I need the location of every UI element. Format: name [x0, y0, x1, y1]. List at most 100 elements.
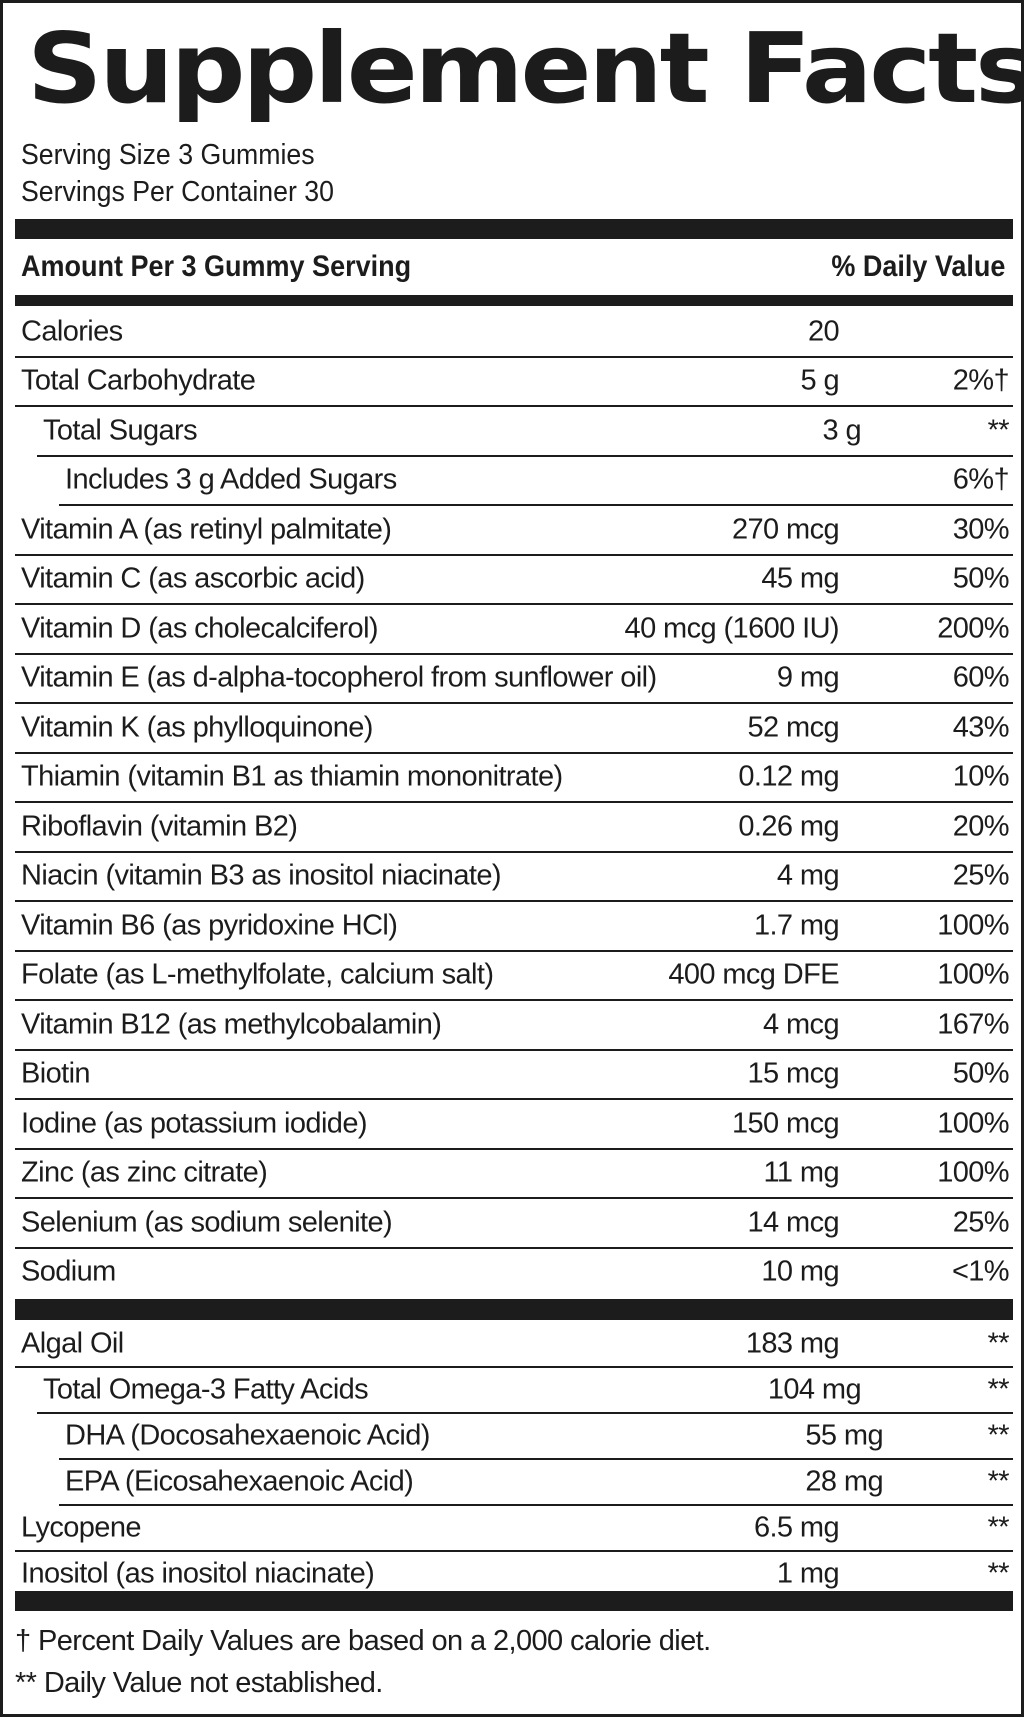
nutrient-name: Total Sugars — [43, 414, 198, 447]
nutrient-name: Vitamin B6 (as pyridoxine HCl) — [21, 909, 398, 942]
nutrient-amount: 6.5 mg — [753, 1511, 840, 1544]
footnote-not-established: ** Daily Value not established. — [15, 1667, 383, 1699]
nutrient-daily-value: 100% — [937, 1107, 1009, 1140]
nutrient-daily-value: 60% — [952, 661, 1010, 694]
nutrient-amount: 400 mcg DFE — [668, 958, 839, 991]
other-ingredients-table: Algal Oil 183 mg ** Total Omega-3 Fatty Aci… — [15, 1322, 1013, 1596]
serving-size: Serving Size 3 Gummies — [21, 139, 315, 171]
nutrient-amount: 10 mg — [761, 1255, 839, 1288]
nutrient-amount: 14 mcg — [747, 1206, 840, 1239]
nutrient-name: Zinc (as zinc citrate) — [21, 1156, 268, 1189]
table-row: Vitamin B12 (as methylcobalamin) 4 mcg 167… — [15, 1001, 1013, 1051]
thick-divider-bottom — [15, 1591, 1013, 1611]
nutrient-daily-value: 100% — [937, 1156, 1009, 1189]
nutrient-name: Folate (as L-methylfolate, calcium salt) — [21, 958, 494, 991]
nutrient-daily-value: 100% — [937, 958, 1009, 991]
nutrient-amount: 40 mcg (1600 IU) — [624, 612, 840, 645]
nutrient-daily-value: 25% — [952, 859, 1010, 892]
nutrient-name: Inositol (as inositol niacinate) — [21, 1557, 375, 1590]
panel-title: Supplement Facts — [27, 12, 1024, 125]
table-row: Niacin (vitamin B3 as inositol niacinate… — [15, 853, 1013, 902]
nutrient-amount: 1 mg — [776, 1557, 840, 1590]
nutrient-name: Vitamin C (as ascorbic acid) — [21, 562, 365, 595]
nutrient-amount: 11 mg — [763, 1156, 840, 1189]
nutrient-name: Thiamin (vitamin B1 as thiamin mononitra… — [21, 760, 563, 793]
nutrient-amount: 0.26 mg — [738, 810, 839, 843]
thick-divider-top — [15, 219, 1013, 239]
nutrient-name: Algal Oil — [21, 1327, 124, 1360]
nutrient-amount: 5 g — [800, 364, 839, 397]
nutrient-name: Vitamin E (as d-alpha-tocopherol from su… — [21, 661, 657, 694]
nutrient-name: Lycopene — [21, 1511, 142, 1544]
nutrient-name: Vitamin K (as phylloquinone) — [21, 711, 373, 744]
nutrient-name: Vitamin D (as cholecalciferol) — [21, 612, 379, 645]
table-row: Iodine (as potassium iodide) 150 mcg 100% — [15, 1100, 1013, 1150]
nutrient-name: Iodine (as potassium iodide) — [21, 1107, 368, 1140]
thick-divider-middle — [15, 1299, 1013, 1320]
nutrient-daily-value: ** — [987, 1327, 1010, 1360]
nutrient-daily-value: 20% — [952, 810, 1010, 843]
nutrient-amount: 3 g — [822, 414, 861, 447]
nutrient-name: Biotin — [21, 1057, 91, 1090]
nutrient-daily-value: 6%† — [952, 463, 1010, 496]
table-row: Riboflavin (vitamin B2) 0.26 mg 20% — [15, 803, 1013, 853]
nutrient-name: Vitamin B12 (as methylcobalamin) — [21, 1008, 442, 1041]
nutrient-name: Vitamin A (as retinyl palmitate) — [21, 513, 392, 546]
table-row: Zinc (as zinc citrate) 11 mg 100% — [15, 1150, 1013, 1199]
nutrient-amount: 0.12 mg — [738, 760, 839, 793]
nutrient-daily-value: <1% — [951, 1255, 1010, 1288]
table-row: Calories 20 — [15, 308, 1013, 358]
table-row: Folate (as L-methylfolate, calcium salt)… — [15, 952, 1013, 1001]
nutrient-daily-value: ** — [987, 414, 1010, 447]
table-row: Vitamin A (as retinyl palmitate) 270 mcg 3… — [15, 506, 1013, 556]
daily-value-header: % Daily Value — [830, 250, 1005, 283]
amount-per-serving-header: Amount Per 3 Gummy Serving — [21, 250, 412, 283]
table-row: Total Omega-3 Fatty Acids 104 mg ** — [37, 1368, 1013, 1414]
nutrient-daily-value: 50% — [952, 1057, 1010, 1090]
table-row: Algal Oil 183 mg ** — [15, 1322, 1013, 1368]
nutrient-daily-value: 167% — [937, 1008, 1009, 1041]
nutrient-amount: 9 mg — [776, 661, 840, 694]
nutrient-amount: 55 mg — [805, 1419, 883, 1452]
nutrient-name: Includes 3 g Added Sugars — [65, 463, 397, 496]
nutrient-daily-value: 10% — [952, 760, 1010, 793]
nutrient-amount: 20 — [807, 315, 840, 348]
footnote-daily-values: † Percent Daily Values are based on a 2,… — [15, 1625, 711, 1657]
nutrient-name: Riboflavin (vitamin B2) — [21, 810, 298, 843]
table-row: Vitamin K (as phylloquinone) 52 mcg 43% — [15, 704, 1013, 754]
nutrient-daily-value: 2%† — [952, 364, 1010, 397]
table-row: Inositol (as inositol niacinate) 1 mg ** — [15, 1552, 1013, 1596]
nutrient-name: Total Omega-3 Fatty Acids — [43, 1373, 369, 1406]
nutrient-daily-value: 25% — [952, 1206, 1010, 1239]
table-row: Selenium (as sodium selenite) 14 mcg 25% — [15, 1199, 1013, 1249]
table-row: Sodium 10 mg <1% — [15, 1249, 1013, 1297]
table-row: Total Carbohydrate 5 g 2%† — [15, 358, 1013, 407]
table-row: DHA (Docosahexaenoic Acid) 55 mg ** — [59, 1414, 1013, 1460]
nutrient-amount: 150 mcg — [731, 1107, 840, 1140]
nutrient-name: Niacin (vitamin B3 as inositol niacinate… — [21, 859, 502, 892]
table-row: Lycopene 6.5 mg ** — [15, 1506, 1013, 1552]
nutrient-name: Total Carbohydrate — [21, 364, 256, 397]
nutrient-daily-value: ** — [987, 1373, 1010, 1406]
table-row: Biotin 15 mcg 50% — [15, 1051, 1013, 1100]
table-row: Vitamin C (as ascorbic acid) 45 mg 50% — [15, 556, 1013, 605]
table-row: Vitamin D (as cholecalciferol) 40 mcg (16… — [15, 605, 1013, 655]
table-row: Vitamin E (as d-alpha-tocopherol from su… — [15, 655, 1013, 704]
servings-per-container: Servings Per Container 30 — [21, 176, 334, 208]
nutrient-daily-value: 200% — [937, 612, 1009, 645]
nutrient-name: EPA (Eicosahexaenoic Acid) — [65, 1465, 414, 1498]
nutrient-name: DHA (Docosahexaenoic Acid) — [65, 1419, 430, 1452]
table-row: Total Sugars 3 g ** — [37, 407, 1013, 457]
nutrient-amount: 45 mg — [761, 562, 839, 595]
nutrient-amount: 270 mcg — [731, 513, 840, 546]
nutrient-daily-value: 30% — [952, 513, 1010, 546]
table-row: Vitamin B6 (as pyridoxine HCl) 1.7 mg 100% — [15, 902, 1013, 952]
nutrient-daily-value: 100% — [937, 909, 1009, 942]
nutrient-table: Calories 20 Total Carbohydrate 5 g 2%† Total … — [15, 308, 1013, 1296]
nutrient-amount: 28 mg — [805, 1465, 883, 1498]
nutrient-name: Sodium — [21, 1255, 116, 1288]
nutrient-daily-value: 43% — [952, 711, 1010, 744]
nutrient-amount: 52 mcg — [747, 711, 840, 744]
nutrient-amount: 104 mg — [767, 1373, 862, 1406]
nutrient-amount: 4 mcg — [763, 1008, 840, 1041]
